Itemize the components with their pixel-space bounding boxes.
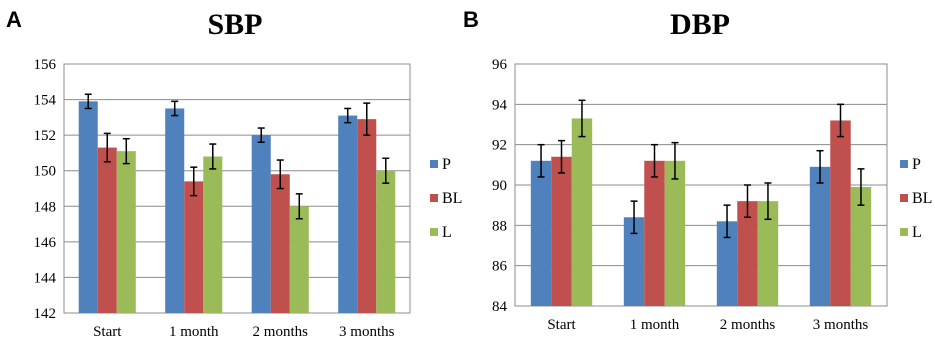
bar — [809, 166, 831, 306]
y-tick-label: 154 — [34, 93, 57, 109]
x-tick-label: 1 month — [169, 324, 219, 340]
y-tick-label: 92 — [492, 138, 507, 154]
legend-label: BL — [912, 190, 932, 207]
bar — [338, 115, 358, 313]
y-tick-label: 84 — [492, 299, 508, 315]
y-tick-label: 142 — [34, 306, 57, 322]
legend-swatch — [900, 228, 908, 236]
legend-swatch — [900, 194, 908, 202]
y-tick-label: 94 — [492, 97, 508, 113]
y-tick-label: 86 — [492, 259, 508, 275]
legend-swatch — [900, 160, 908, 168]
chart-title: DBP — [670, 8, 730, 41]
bar — [251, 135, 271, 313]
legend-label: P — [912, 156, 921, 173]
legend-swatch — [430, 160, 438, 168]
bar — [850, 187, 872, 306]
x-tick-label: 1 month — [630, 317, 680, 333]
y-tick-label: 88 — [492, 218, 507, 234]
dbp-chart: B DBP 84 86 88 90 92 94 96 Start 1 month 2 months 3 … — [463, 7, 932, 333]
y-tick-label: 96 — [492, 57, 508, 73]
x-tick-label: 2 months — [720, 317, 776, 333]
bar — [664, 160, 686, 306]
bar — [551, 156, 572, 306]
bar — [203, 156, 223, 313]
x-tick-label: Start — [547, 317, 576, 333]
bar — [165, 108, 185, 313]
x-tick-label: Start — [93, 324, 122, 340]
y-tick-label: 156 — [34, 57, 57, 73]
y-tick-label: 144 — [34, 270, 57, 286]
bar — [571, 118, 593, 306]
plot-frame — [63, 63, 411, 314]
x-tick-label: 2 months — [253, 324, 309, 340]
panel-letter: A — [6, 7, 22, 32]
legend-swatch — [430, 228, 438, 236]
bar — [830, 120, 851, 306]
bar — [78, 101, 98, 313]
bar — [530, 160, 552, 306]
bar — [357, 119, 377, 313]
x-tick-label: 3 months — [339, 324, 395, 340]
plot-frame — [514, 63, 888, 307]
bar — [716, 221, 738, 306]
x-tick-label: 3 months — [813, 317, 869, 333]
y-tick-label: 146 — [34, 235, 57, 251]
legend-swatch — [430, 194, 438, 202]
legend-label: P — [442, 156, 451, 173]
bar — [270, 174, 290, 313]
sbp-chart: A SBP 142 144 146 148 150 152 154 156 Start 1 month… — [6, 7, 462, 340]
bar — [376, 170, 396, 313]
chart-title: SBP — [207, 8, 262, 41]
bar — [757, 201, 779, 306]
legend-label: L — [912, 224, 922, 241]
bar — [184, 181, 204, 313]
y-tick-label: 152 — [34, 128, 57, 144]
y-tick-label: 150 — [34, 164, 57, 180]
bar — [623, 217, 645, 306]
y-tick-label: 148 — [34, 199, 57, 215]
bar — [289, 206, 309, 313]
bar — [97, 147, 117, 313]
bar — [644, 160, 665, 306]
bar — [116, 151, 136, 313]
y-tick-label: 90 — [492, 178, 507, 194]
bar — [737, 201, 758, 306]
legend-label: BL — [442, 190, 462, 207]
legend-label: L — [442, 224, 452, 241]
panel-letter: B — [463, 7, 479, 32]
